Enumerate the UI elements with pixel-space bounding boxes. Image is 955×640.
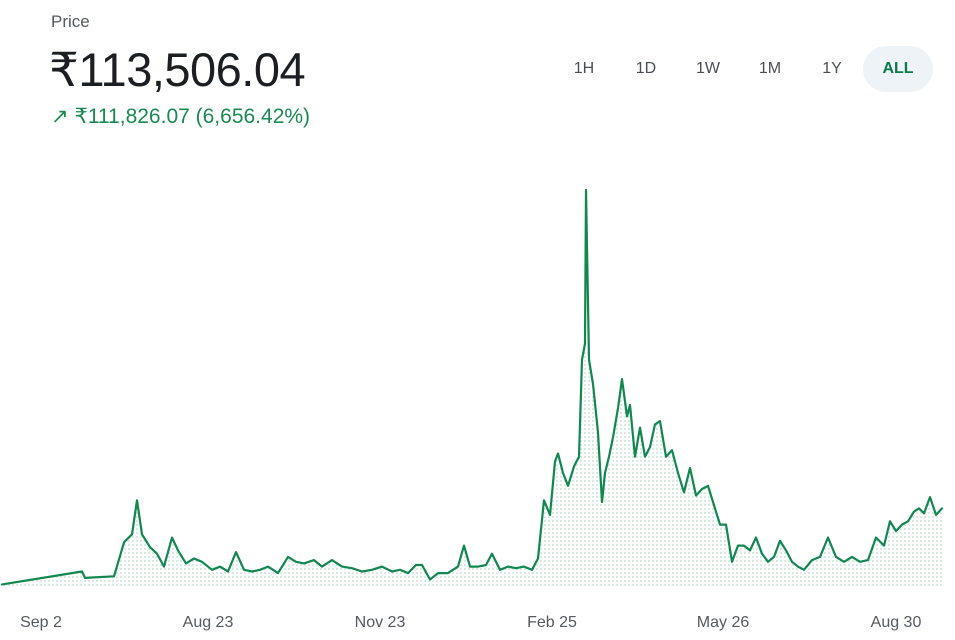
current-price: ₹113,506.04 xyxy=(49,43,306,96)
x-tick-label: Nov 23 xyxy=(355,614,406,631)
x-tick-label: Aug 30 xyxy=(871,614,922,631)
price-label: Price xyxy=(51,12,90,31)
price-change: ↗ ₹111,826.07 (6,656.42%) xyxy=(51,104,310,129)
time-range-selector: 1H 1D 1W 1M 1Y ALL xyxy=(553,46,933,92)
range-all-button[interactable]: ALL xyxy=(863,46,933,92)
x-tick-label: Sep 2 xyxy=(20,614,62,631)
x-axis: Sep 2 Aug 23 Nov 23 Feb 25 May 26 Aug 30 xyxy=(20,614,921,631)
x-tick-label: Aug 23 xyxy=(183,614,234,631)
range-1y-button[interactable]: 1Y xyxy=(801,46,863,92)
x-tick-label: Feb 25 xyxy=(527,614,577,631)
trend-up-arrow-icon: ↗ xyxy=(51,105,69,128)
range-1h-button[interactable]: 1H xyxy=(553,46,615,92)
range-1m-button[interactable]: 1M xyxy=(739,46,801,92)
range-1d-button[interactable]: 1D xyxy=(615,46,677,92)
price-line xyxy=(0,188,944,586)
price-area-fill xyxy=(2,190,942,586)
x-tick-label: May 26 xyxy=(697,614,750,631)
price-change-value: ₹111,826.07 (6,656.42%) xyxy=(74,105,311,128)
range-1w-button[interactable]: 1W xyxy=(677,46,739,92)
